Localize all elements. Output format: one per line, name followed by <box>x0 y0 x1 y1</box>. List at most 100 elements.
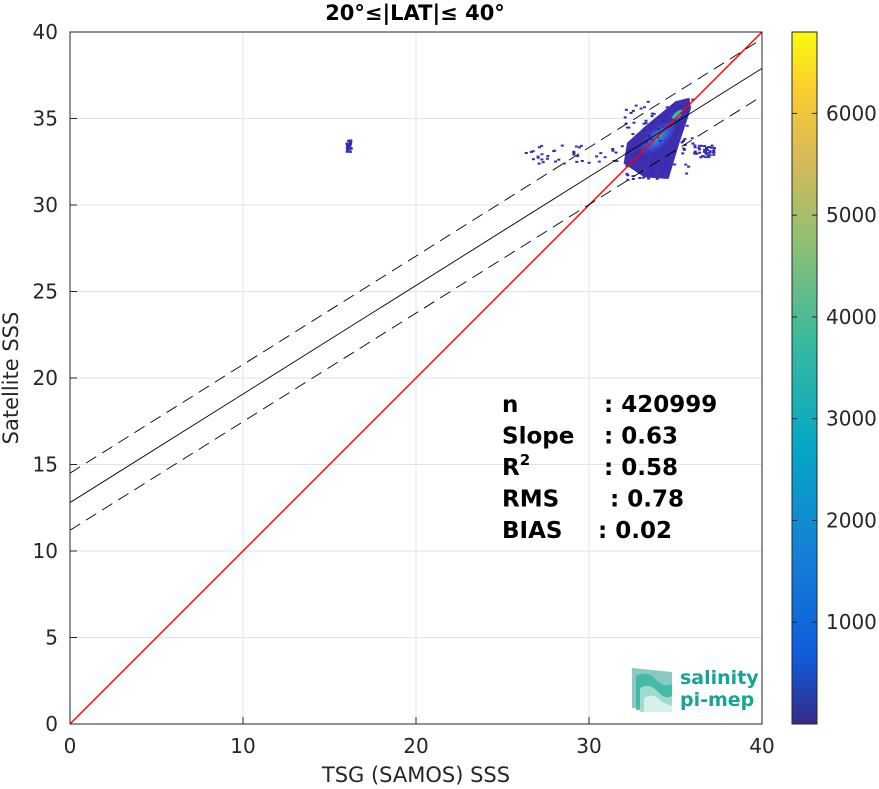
density-cell <box>665 106 669 109</box>
density-cell <box>529 150 533 153</box>
density-cell <box>541 161 545 164</box>
density-cell <box>691 98 695 101</box>
density-cell <box>647 177 651 180</box>
density-cell <box>667 146 671 149</box>
y-tick-label: 25 <box>33 280 58 304</box>
density-cell <box>524 152 528 154</box>
density-cell <box>345 146 349 149</box>
density-cell <box>620 145 624 148</box>
density-cell <box>649 138 653 141</box>
colorbar-tick-label: 4000 <box>826 305 877 329</box>
x-tick-label: 0 <box>64 734 77 758</box>
density-cell <box>672 130 676 133</box>
density-cell <box>651 112 654 115</box>
stats-value: : 0.63 <box>604 424 678 450</box>
density-cell <box>682 148 686 151</box>
density-cell <box>670 162 674 165</box>
density-cell <box>697 144 701 147</box>
density-cell <box>631 175 635 178</box>
density-cell <box>684 163 688 166</box>
density-cell <box>701 155 705 157</box>
one-to-one-line <box>70 32 762 724</box>
stats-value: : 0.78 <box>610 487 684 513</box>
density-cell <box>710 144 714 147</box>
y-tick-label: 30 <box>33 193 58 217</box>
density-cell <box>687 165 691 168</box>
density-cell <box>671 118 675 121</box>
density-cell <box>693 150 697 153</box>
density-cell <box>694 152 698 155</box>
density-cell <box>656 128 660 130</box>
density-cell <box>597 160 601 163</box>
density-cell <box>347 144 351 147</box>
density-cell <box>705 148 709 151</box>
stats-value: : 0.02 <box>598 518 672 544</box>
y-tick-label: 15 <box>33 453 58 477</box>
logo-line1: salinity <box>680 667 759 689</box>
colorbar-tick-label: 6000 <box>826 101 877 125</box>
density-cell <box>576 155 580 158</box>
density-cell <box>682 147 686 150</box>
density-cell <box>631 133 635 136</box>
colorbar-tick-label: 3000 <box>826 407 877 431</box>
density-cell <box>614 151 618 154</box>
density-cell <box>664 115 668 118</box>
density-cell <box>700 144 703 147</box>
density-cell <box>684 113 688 116</box>
density-cell <box>562 162 566 165</box>
density-cell <box>653 127 657 130</box>
x-tick-label: 40 <box>749 734 774 758</box>
density-cell <box>678 105 682 108</box>
y-tick-label: 20 <box>33 366 58 390</box>
density-cell <box>699 156 703 159</box>
density-cell <box>669 116 673 119</box>
density-peak <box>671 109 683 121</box>
density-cell <box>615 160 619 163</box>
density-cell <box>579 144 583 147</box>
y-tick-label: 10 <box>33 539 58 563</box>
density-cell <box>683 138 687 140</box>
density-cell <box>703 145 707 148</box>
density-cell <box>650 161 654 164</box>
density-cell <box>680 141 684 144</box>
density-cell <box>536 156 540 159</box>
density-cell <box>691 142 695 145</box>
density-cell <box>540 153 544 156</box>
density-cell <box>647 149 651 152</box>
density-cell <box>626 174 630 177</box>
density-cell <box>703 148 707 151</box>
density-cell <box>705 147 708 149</box>
density-cell <box>709 146 713 149</box>
stats-value: : 0.58 <box>604 455 678 481</box>
density-cell <box>345 142 349 145</box>
density-cell <box>655 177 659 180</box>
density-cell <box>646 100 650 103</box>
density-cell <box>640 158 644 160</box>
colorbar-tick-label: 1000 <box>826 610 877 634</box>
density-cell <box>712 153 716 156</box>
density-cell <box>611 148 615 150</box>
density-cell <box>647 155 651 158</box>
chart-title: 20°≤|LAT|≤ 40° <box>325 1 505 26</box>
density-cell <box>681 152 685 155</box>
density-cell <box>572 153 576 156</box>
density-cell <box>554 160 558 163</box>
density-cell <box>643 106 646 109</box>
density-cell <box>644 122 648 125</box>
density-cell <box>646 137 650 140</box>
density-cell <box>629 151 633 154</box>
density-cell <box>656 136 660 139</box>
density-cell <box>557 158 561 161</box>
density-cell <box>712 149 716 152</box>
density-cell <box>712 151 716 154</box>
regression-lower-line <box>70 95 762 531</box>
y-tick-label: 5 <box>45 626 58 650</box>
x-axis-title: TSG (SAMOS) SSS <box>321 763 510 787</box>
density-cell <box>587 161 591 164</box>
density-cell <box>690 137 694 140</box>
density-cell <box>712 147 716 150</box>
density-cell <box>698 151 702 154</box>
density-cell <box>531 150 535 153</box>
density-cell <box>651 138 655 141</box>
